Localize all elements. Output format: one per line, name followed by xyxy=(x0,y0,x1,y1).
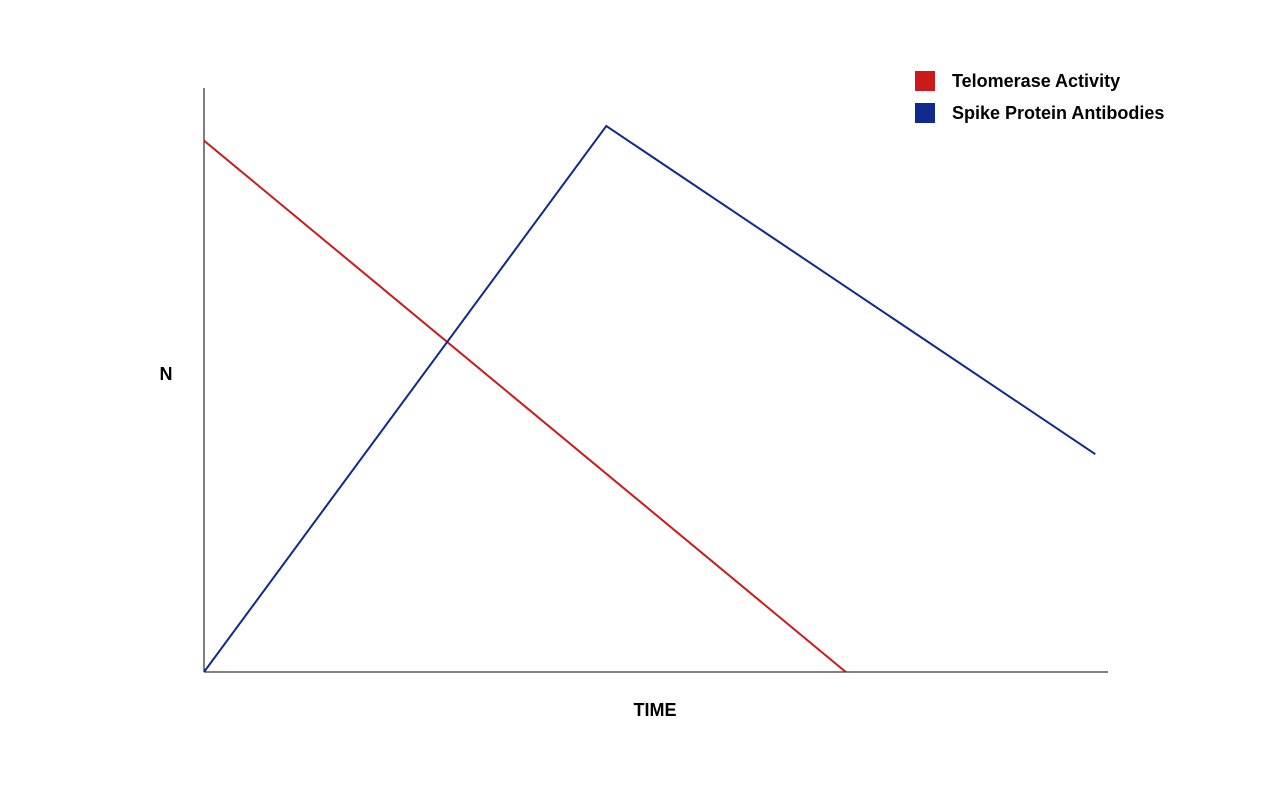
legend-swatch-1 xyxy=(915,71,935,91)
legend-label-1: Telomerase Activity xyxy=(952,71,1120,91)
legend: Telomerase Activity Spike Protein Antibod… xyxy=(915,71,1164,123)
legend-item-1: Telomerase Activity xyxy=(915,71,1120,91)
plot-area xyxy=(203,88,1108,673)
legend-item-2: Spike Protein Antibodies xyxy=(915,103,1164,123)
series-group xyxy=(203,124,1096,673)
series-line-1 xyxy=(203,139,847,673)
y-axis-title: N xyxy=(160,364,173,384)
legend-swatch-2 xyxy=(915,103,935,123)
series-line-2 xyxy=(203,124,1096,673)
x-axis-title: TIME xyxy=(634,700,677,720)
legend-label-2: Spike Protein Antibodies xyxy=(952,103,1164,123)
